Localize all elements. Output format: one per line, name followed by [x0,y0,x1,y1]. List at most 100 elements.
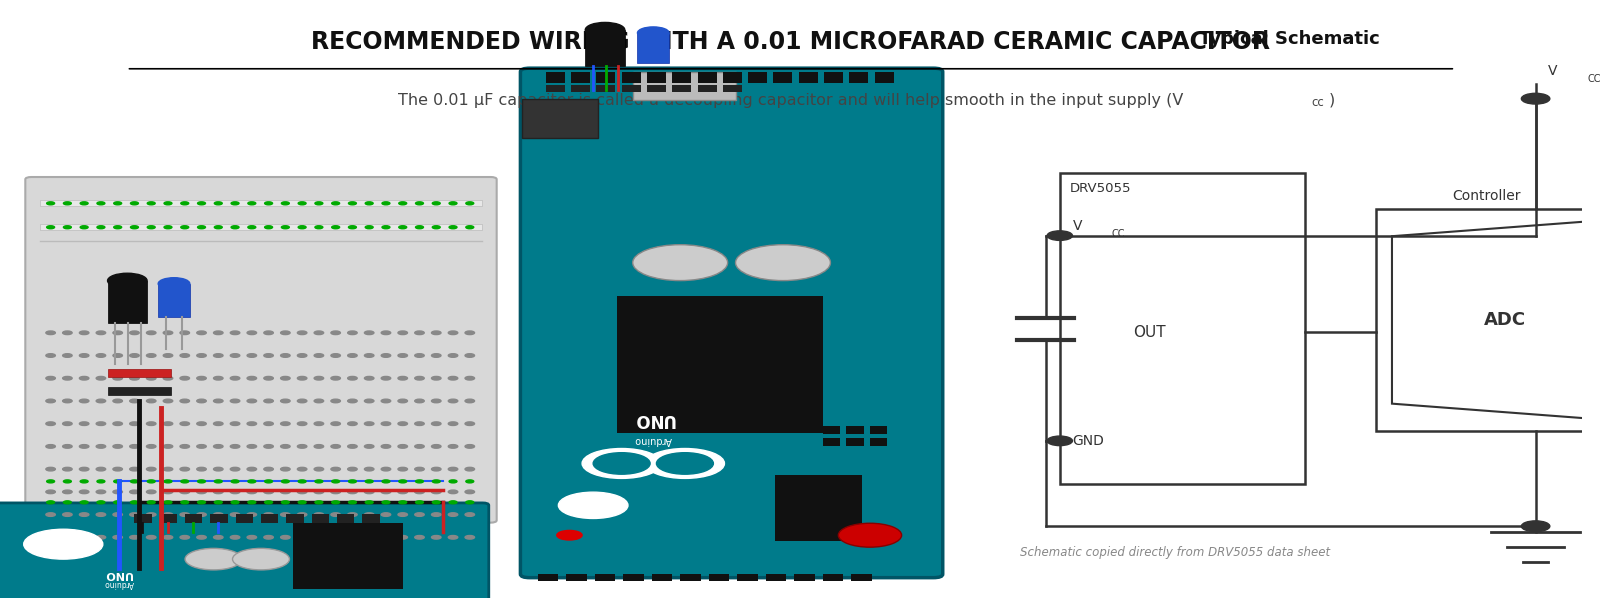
Circle shape [414,422,424,426]
Circle shape [365,501,373,504]
Bar [738,574,758,581]
Circle shape [416,501,424,504]
Bar [538,574,558,581]
Circle shape [130,512,139,516]
Circle shape [264,501,272,504]
Circle shape [382,225,390,229]
Circle shape [347,353,357,358]
Bar [40,200,483,206]
Circle shape [213,422,222,426]
Circle shape [331,501,339,504]
Circle shape [264,422,274,426]
Circle shape [398,377,408,380]
Circle shape [398,468,408,471]
Bar [566,574,587,581]
Bar [618,296,822,434]
Circle shape [314,422,323,426]
Circle shape [197,331,206,334]
Bar [875,72,894,83]
Circle shape [347,490,357,494]
Circle shape [398,353,408,358]
Circle shape [347,377,357,380]
Circle shape [414,399,424,403]
Bar [698,85,717,92]
Circle shape [280,377,290,380]
Text: CC: CC [1587,74,1600,84]
Circle shape [466,422,475,426]
Circle shape [398,331,408,334]
Circle shape [331,399,341,403]
Circle shape [398,490,408,494]
Bar [134,514,152,523]
Circle shape [46,422,56,426]
Circle shape [96,468,106,471]
Circle shape [181,480,189,483]
Circle shape [331,353,341,358]
Circle shape [46,353,56,358]
Circle shape [131,225,139,229]
Bar [773,72,792,83]
Circle shape [80,377,90,380]
Circle shape [432,445,442,448]
Circle shape [165,501,171,504]
Circle shape [1046,436,1072,446]
Circle shape [398,536,408,539]
Circle shape [381,445,390,448]
Circle shape [315,202,323,205]
Bar [851,574,872,581]
Circle shape [414,468,424,471]
Circle shape [181,377,189,380]
FancyBboxPatch shape [520,68,942,578]
Circle shape [298,490,307,494]
Circle shape [349,202,357,205]
Circle shape [214,202,222,205]
Circle shape [466,501,474,504]
Circle shape [214,501,222,504]
Text: ADC: ADC [1483,311,1526,329]
Circle shape [314,490,323,494]
Text: Schematic copied directly from DRV5055 data sheet: Schematic copied directly from DRV5055 d… [1021,546,1330,559]
Circle shape [414,536,424,539]
Circle shape [280,445,290,448]
Circle shape [147,353,155,358]
Text: Typical Schematic: Typical Schematic [1198,30,1379,48]
Circle shape [414,512,424,516]
Circle shape [450,501,458,504]
Circle shape [114,445,123,448]
Circle shape [466,480,474,483]
Circle shape [114,225,122,229]
Circle shape [381,468,390,471]
Circle shape [347,331,357,334]
Circle shape [213,353,222,358]
Circle shape [80,480,88,483]
Circle shape [594,453,650,474]
FancyBboxPatch shape [26,177,496,523]
Circle shape [98,225,106,229]
Circle shape [181,331,189,334]
Circle shape [62,422,72,426]
Circle shape [450,225,458,229]
Circle shape [466,445,475,448]
Circle shape [147,422,155,426]
Circle shape [347,468,357,471]
Circle shape [280,399,290,403]
Circle shape [181,353,189,358]
Text: OUT: OUT [1133,325,1166,340]
Bar [571,72,590,83]
Circle shape [181,202,189,205]
Circle shape [448,422,458,426]
Bar [522,99,598,138]
Circle shape [163,331,173,334]
FancyBboxPatch shape [0,503,488,598]
Text: Arduino: Arduino [104,578,133,588]
Circle shape [282,225,290,229]
Circle shape [46,512,56,516]
Circle shape [214,225,222,229]
Circle shape [197,353,206,358]
Circle shape [466,399,475,403]
Circle shape [448,468,458,471]
Circle shape [163,445,173,448]
Circle shape [466,468,475,471]
Circle shape [448,399,458,403]
Circle shape [280,512,290,516]
